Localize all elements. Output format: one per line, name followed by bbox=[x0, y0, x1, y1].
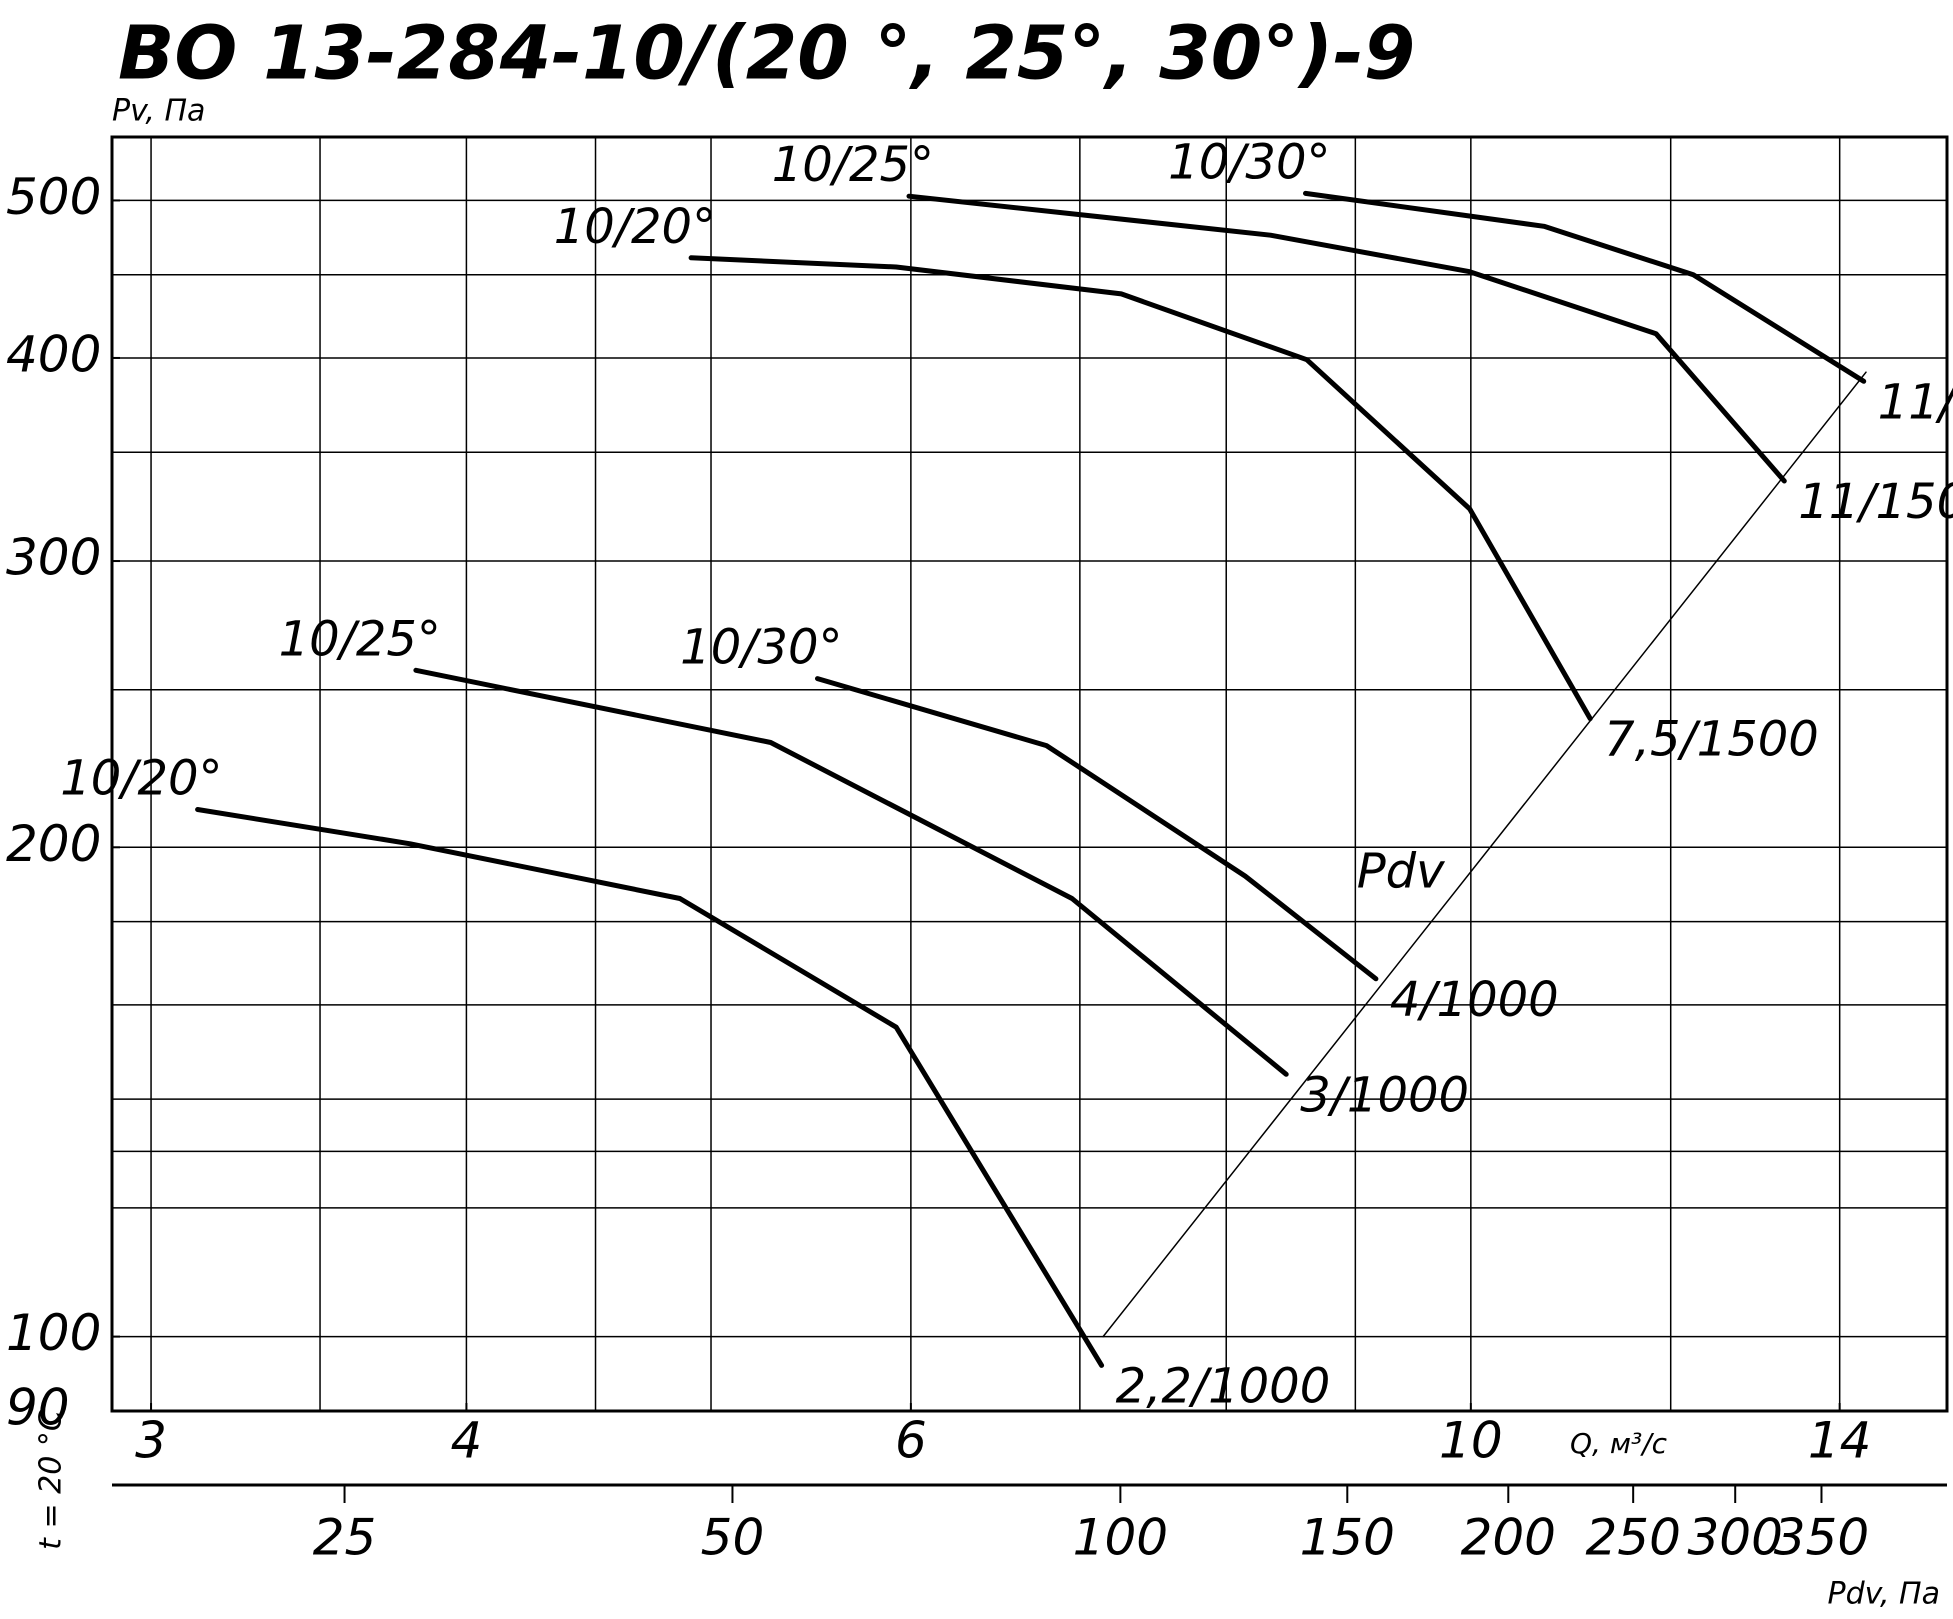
series-name: 10/25° bbox=[279, 611, 441, 667]
x2-tick-label: 25 bbox=[313, 1509, 377, 1567]
y-tick-label: 200 bbox=[6, 815, 101, 873]
series-line bbox=[815, 676, 1379, 982]
end-label: 2,2/1000 bbox=[1116, 1358, 1331, 1414]
series-name: 10/20° bbox=[60, 750, 222, 806]
series-line bbox=[413, 667, 1289, 1077]
end-label: 11/1500 bbox=[1798, 474, 1953, 530]
x-tick-label: 10 bbox=[1439, 1412, 1503, 1470]
y-tick-label: 300 bbox=[6, 529, 101, 587]
x-tick-label: 4 bbox=[451, 1412, 483, 1470]
y-tick-label: 100 bbox=[6, 1304, 101, 1362]
x2-tick-label: 250 bbox=[1585, 1509, 1680, 1567]
series-line bbox=[1303, 190, 1867, 384]
side-label: t = 20 °C bbox=[34, 1410, 69, 1550]
series-line bbox=[688, 255, 1593, 722]
series-name: 10/20° bbox=[554, 199, 716, 255]
chart-title: ВО 13-284-10/(20 °, 25°, 30°)-9 bbox=[118, 11, 1415, 97]
series-line bbox=[906, 193, 1787, 484]
x2-tick-label: 150 bbox=[1300, 1509, 1395, 1567]
series-name: Pdv bbox=[1357, 843, 1445, 899]
series-name: 10/25° bbox=[772, 137, 934, 193]
end-label: 4/1000 bbox=[1390, 972, 1559, 1028]
x-axis-label: Q, м³/с bbox=[1570, 1427, 1668, 1460]
x-tick-label: 3 bbox=[135, 1412, 167, 1470]
x-tick-label: 6 bbox=[895, 1412, 927, 1470]
series-name: 10/30° bbox=[680, 620, 842, 676]
y-tick-label: 500 bbox=[6, 168, 101, 226]
series-line bbox=[195, 807, 1105, 1368]
end-label: 7,5/1500 bbox=[1604, 712, 1819, 768]
series-line bbox=[1102, 371, 1867, 1338]
y-tick-label: 400 bbox=[6, 325, 101, 383]
x2-tick-label: 200 bbox=[1461, 1509, 1556, 1567]
x2-axis-label: Pdv, Па bbox=[1828, 1577, 1940, 1612]
end-label: 11/1500 bbox=[1878, 374, 1953, 430]
x2-tick-label: 100 bbox=[1073, 1509, 1168, 1567]
x2-tick-label: 350 bbox=[1774, 1509, 1869, 1567]
y-tick-label: 90 bbox=[6, 1379, 70, 1437]
x2-tick-label: 50 bbox=[701, 1509, 765, 1567]
x-tick-label: 14 bbox=[1808, 1412, 1872, 1470]
plot-frame bbox=[110, 135, 1949, 1413]
y-axis-label: Pv, Па bbox=[112, 94, 205, 129]
series-name: 10/30° bbox=[1168, 134, 1330, 190]
end-label: 3/1000 bbox=[1300, 1067, 1469, 1123]
x2-tick-label: 300 bbox=[1687, 1509, 1782, 1567]
